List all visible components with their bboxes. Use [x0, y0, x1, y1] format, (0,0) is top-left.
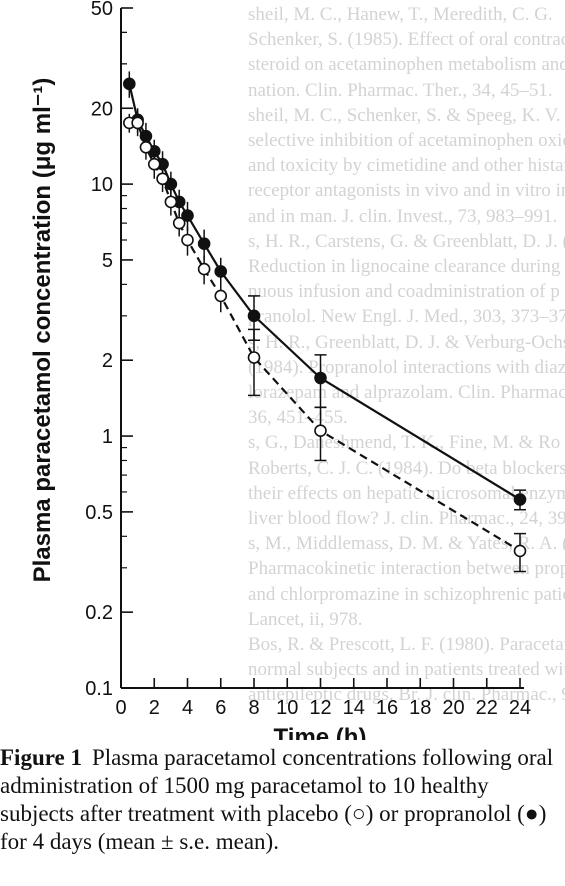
plot-series	[123, 71, 527, 573]
bleed-text-line: Bos, R. & Prescott, L. F. (1980). Parace…	[248, 634, 565, 655]
bleed-text-line: and chlorpromazine in schizophrenic pati…	[248, 583, 565, 605]
data-point-filled	[197, 237, 211, 251]
bleed-text-line: sheil, M. C., Hanew, T., Meredith, C. G.	[248, 4, 553, 25]
x-tick-label: 12	[309, 697, 331, 719]
bleed-text-line: s, G., Daneshmend, T. K., Fine, M. & Ro	[248, 432, 561, 454]
bleed-text-line: and in man. J. clin. Invest., 73, 983–99…	[248, 205, 558, 227]
x-tick-label: 10	[276, 697, 298, 719]
bleed-text-line: steroid on acetaminophen metabolism and …	[248, 54, 565, 76]
bleed-text-line: and toxicity by cimetidine and other his…	[248, 155, 565, 177]
bleed-text-line: 36, 451–455.	[248, 407, 348, 429]
propranolol-series	[123, 71, 527, 511]
x-tick-label: 16	[376, 697, 398, 719]
bleed-text-line: their effects on hepatic microsomal enzy…	[248, 482, 565, 504]
data-point-filled	[123, 77, 136, 91]
data-point-open	[131, 116, 144, 130]
bleed-text-line: nation. Clin. Pharmac. Ther., 34, 45–51.	[248, 79, 553, 101]
y-tick-label: 5	[102, 250, 113, 272]
x-tick-label: 14	[343, 697, 365, 719]
x-tick-label: 18	[409, 697, 431, 719]
data-point-filled	[181, 209, 194, 222]
series-line	[128, 83, 521, 501]
bleed-text-line: Lancet, ii, 978.	[248, 608, 363, 630]
y-axis-label: Plasma paracetamol concentration (μg ml⁻…	[29, 78, 56, 583]
y-tick-label: 50	[91, 0, 113, 20]
x-tick-label: 2	[149, 697, 160, 719]
caption-text: Plasma paracetamol concentrations follow…	[0, 745, 554, 854]
data-point-filled	[214, 265, 228, 278]
data-point-filled	[247, 309, 261, 323]
x-tick-label: 4	[182, 697, 193, 719]
bleed-text-line: s, H. R., Greenblatt, D. J. & Verburg-Oc…	[248, 331, 565, 353]
data-point-open	[181, 233, 194, 247]
bleed-text-line: Pharmacokinetic interaction between prop…	[248, 558, 565, 580]
bleed-text-line: Roberts, C. J. C. (1984). Do beta blocke…	[248, 457, 565, 479]
data-point-filled	[314, 371, 327, 385]
bleed-text-line: antiepileptic drugs. Br. J. clin. Pharma…	[248, 684, 565, 706]
x-tick-label: 0	[115, 697, 126, 719]
bleed-text-line: normal subjects and in patients treated …	[248, 659, 565, 681]
x-axis-label: Time (h)	[274, 724, 367, 740]
bleed-text-line: s, H. R., Carstens, G. & Greenblatt, D. …	[248, 230, 565, 252]
bleed-text-line: s, M., Middlemass, D. M. & Yates, R. A. …	[248, 533, 565, 555]
series-line	[129, 121, 521, 552]
y-tick-label: 20	[91, 98, 113, 120]
bleed-text-line: sheil, M. C., Schenker, S. & Speeg, K. V…	[248, 104, 565, 126]
y-tick-label: 2	[102, 350, 113, 372]
x-tick-label: 22	[476, 697, 498, 719]
bleed-text-line: selective inhibition of acetaminophen ox…	[248, 130, 565, 151]
data-point-open	[139, 140, 153, 154]
data-point-open	[214, 289, 228, 303]
data-point-open	[156, 172, 169, 186]
data-point-open	[247, 351, 261, 364]
bleed-text-line: (1984). Propranolol interactions with di…	[248, 356, 565, 378]
bleed-text-line: receptor antagonists in vivo and in vitr…	[248, 180, 565, 202]
y-tick-label: 0.5	[85, 502, 113, 524]
y-tick-label: 1	[102, 426, 113, 448]
data-point-filled	[513, 493, 527, 506]
x-tick-label: 20	[442, 697, 464, 719]
y-tick-label: 0.2	[85, 602, 113, 624]
bleed-text-line: liver blood flow? J. clin. Pharmac., 24,…	[248, 508, 565, 529]
x-tick-label: 6	[215, 697, 226, 719]
bleed-text-line: nuous infusion and coadministration of p	[248, 281, 560, 303]
data-point-open	[172, 216, 186, 230]
x-tick-label: 8	[248, 697, 259, 719]
bleed-text-line: lorazepam and alprazolam. Clin. Pharmac.…	[248, 382, 565, 403]
placebo-series	[123, 111, 527, 573]
bleed-text-line: pranolol. New Engl. J. Med., 303, 373–37…	[248, 306, 565, 328]
data-point-open	[513, 544, 527, 558]
data-point-open	[164, 195, 178, 209]
data-point-open	[314, 424, 327, 438]
y-tick-label: 10	[91, 174, 113, 196]
bleed-text-line: Reduction in lignocaine clearance during…	[248, 256, 565, 277]
figure-caption: Figure 1 Plasma paracetamol concentration…	[0, 744, 565, 856]
data-point-open	[197, 262, 211, 276]
figure-label: Figure 1	[0, 745, 82, 770]
y-tick-label: 0.1	[85, 678, 113, 700]
x-tick-label: 24	[509, 697, 531, 719]
data-point-open	[147, 157, 161, 171]
bleed-text-line: Schenker, S. (1985). Effect of oral cont…	[248, 29, 565, 51]
